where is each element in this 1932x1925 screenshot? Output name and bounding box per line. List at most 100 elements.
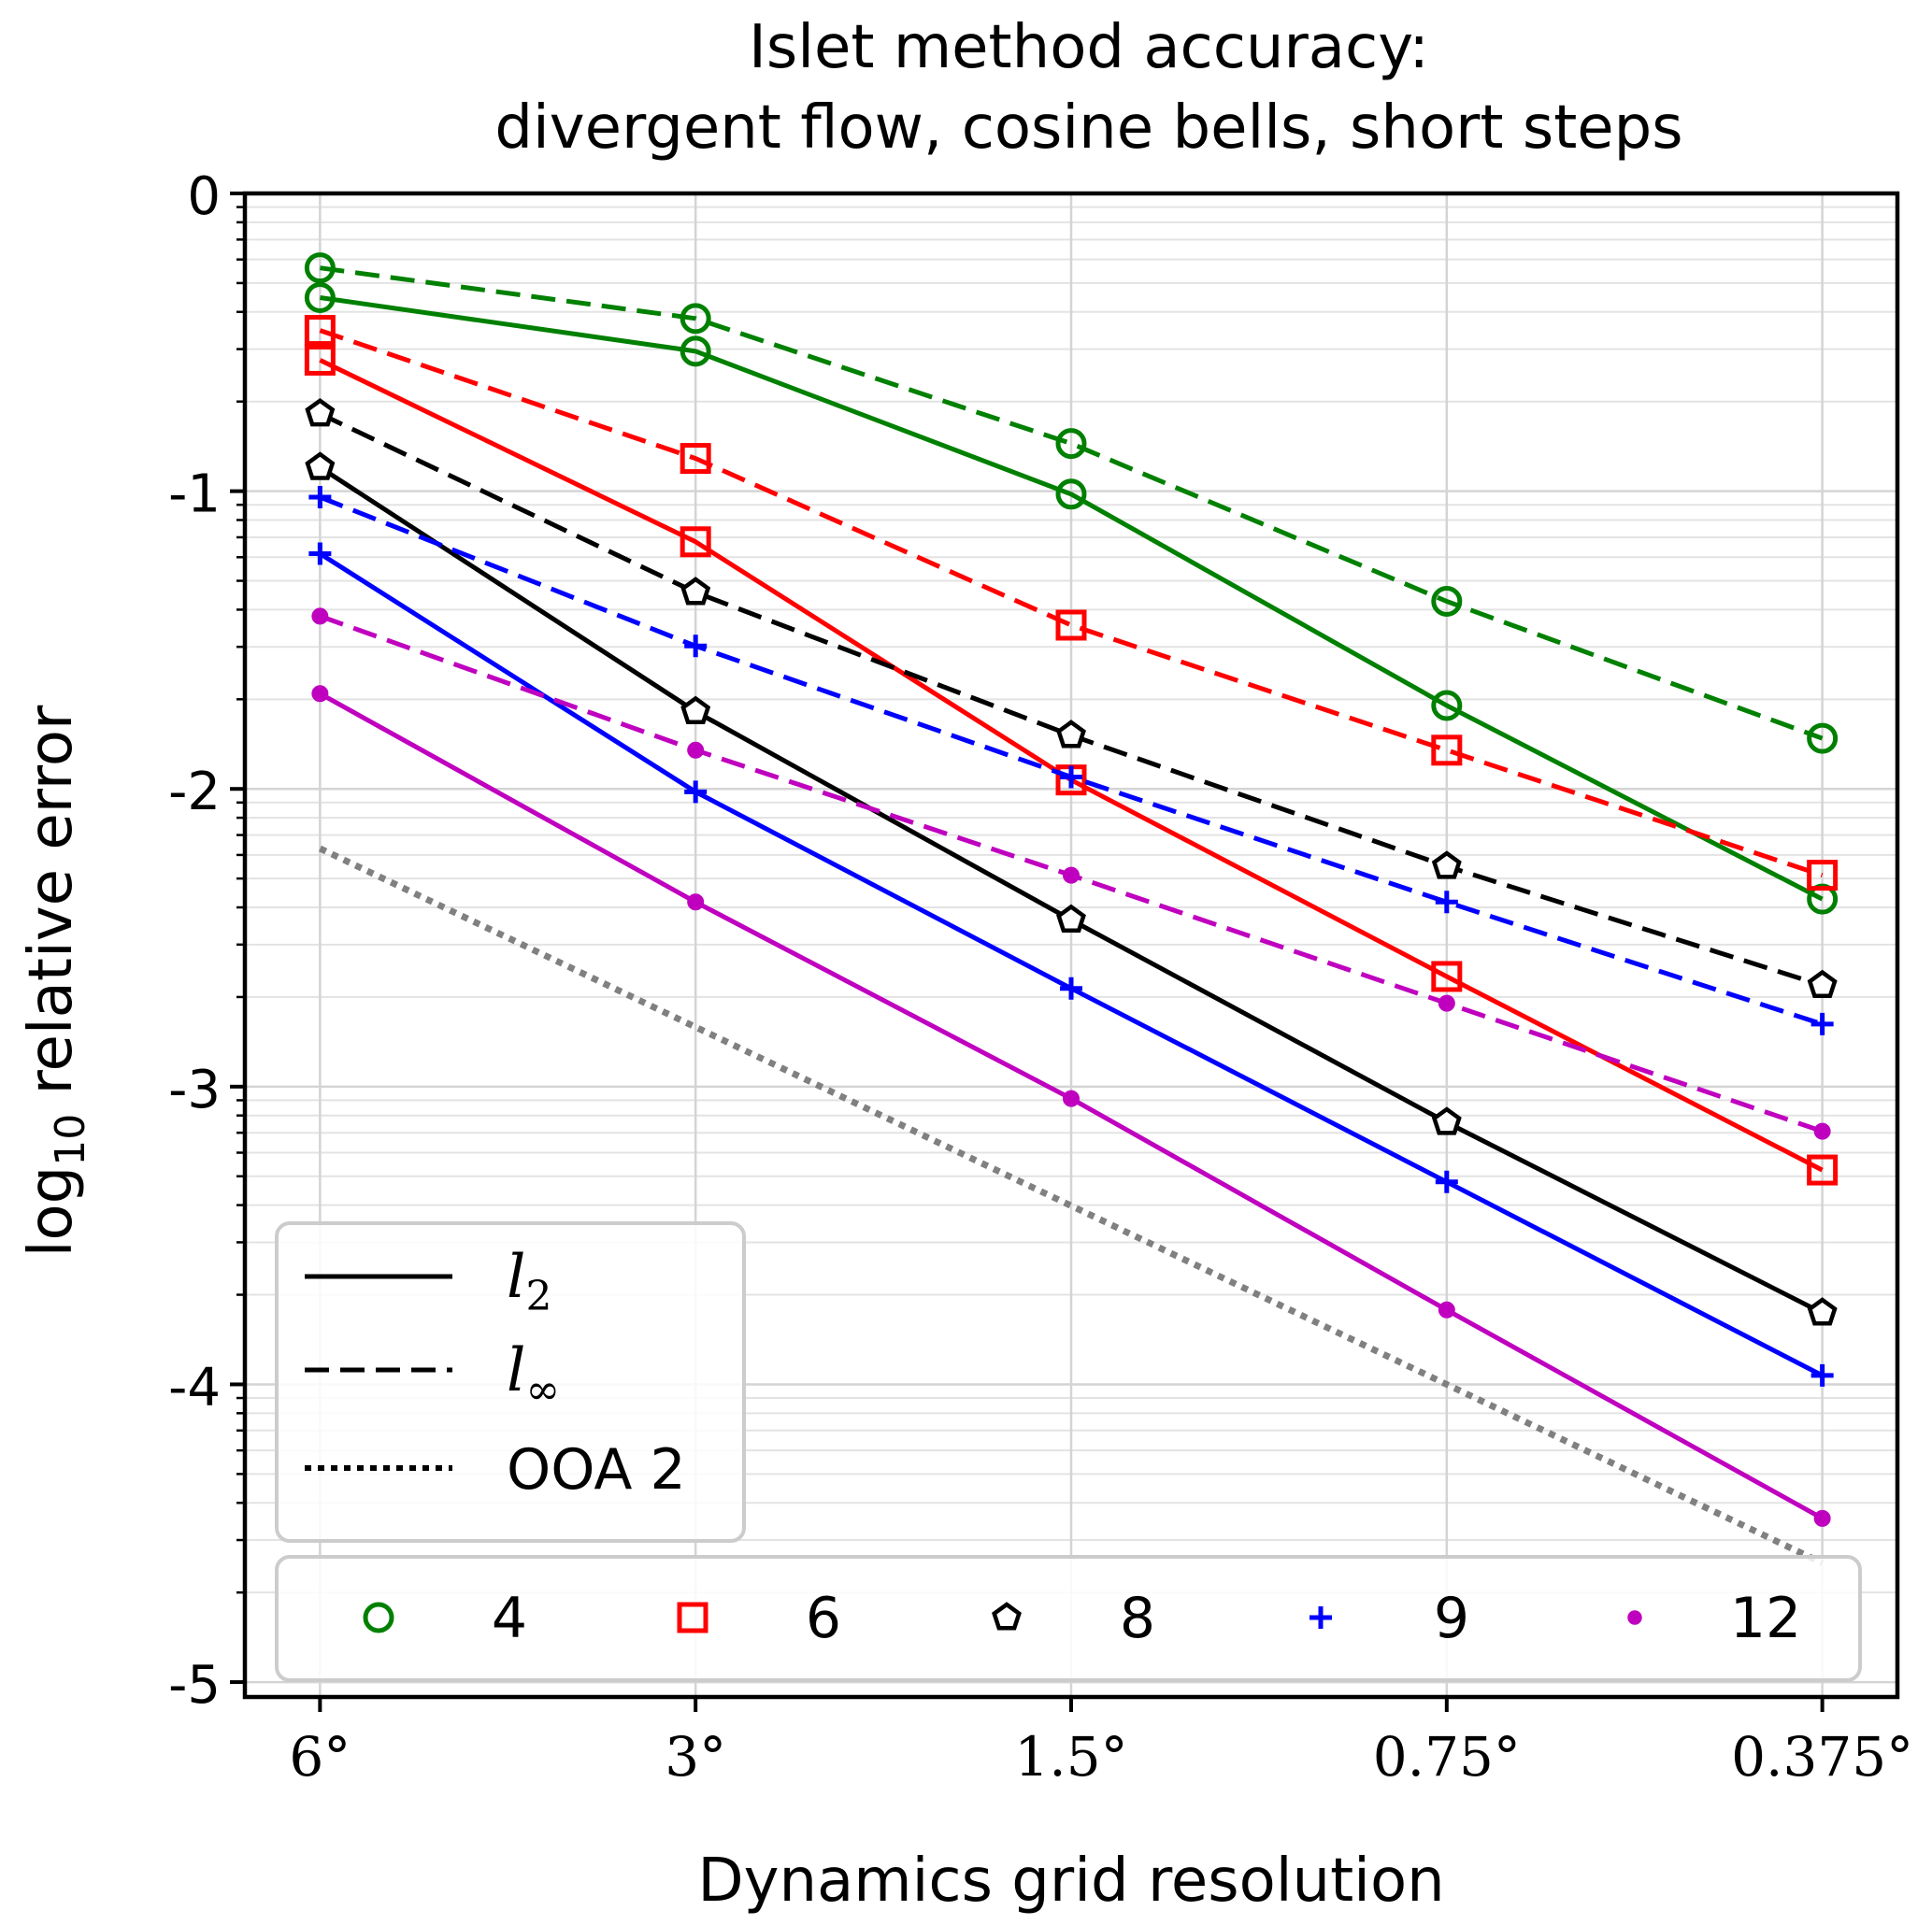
legend-color-marker-4 (363, 1602, 394, 1633)
series-8-linf-point-3 (1431, 850, 1462, 879)
y-tick-label: -4 (168, 1357, 221, 1418)
series-12-linf (311, 607, 1831, 1140)
series-9-l2-point-4 (1810, 1363, 1834, 1387)
grid (245, 192, 1897, 1697)
series-12-l2-point-1 (687, 893, 705, 911)
legend-style-label-dashed: l∞ (507, 1336, 560, 1414)
series-4-l2-point-1 (680, 335, 711, 367)
series-9-linf-point-2 (1060, 765, 1082, 789)
series-4-linf-point-0 (304, 252, 336, 284)
series-12-linf-point-3 (1438, 994, 1455, 1012)
series-9-linf (308, 485, 1834, 1035)
series-12-linf-point-4 (1813, 1122, 1831, 1140)
legend-style-label-dashed-main: l (507, 1336, 525, 1405)
legend-color-marker-8 (992, 1602, 1022, 1631)
series-6-linf-line (319, 328, 1824, 877)
series-12-linf-point-1 (687, 741, 705, 759)
series-4-linf (304, 252, 1839, 754)
series-9-linf-point-1 (684, 635, 708, 658)
series-6-linf (304, 315, 1839, 891)
x-tick-label: 1.5° (1014, 1725, 1127, 1789)
series-4-linf-line (320, 265, 1824, 741)
series-9-linf-point-4 (1810, 1012, 1834, 1035)
series-8-linf-point-4 (1807, 969, 1838, 999)
axes: 0 -1 -2 -3 -4 -5 6° 3° 1.5° 0.75° 0.375° (168, 166, 1913, 1789)
series-9-l2-point-2 (1060, 977, 1082, 1000)
series-8-l2-point-0 (305, 451, 336, 480)
legend-style-label-solid-main: l (507, 1243, 525, 1312)
series-6-linf-point-2 (1055, 609, 1087, 641)
series-4-l2-point-3 (1431, 690, 1463, 721)
series-6-linf-point-4 (1807, 860, 1839, 891)
series-8-l2-point-3 (1431, 1106, 1462, 1135)
series-4-linf-point-4 (1807, 722, 1839, 754)
series-4-linf-point-2 (1055, 428, 1087, 460)
series-8-l2-point-4 (1807, 1297, 1838, 1326)
chart-title-line-1: Islet method accuracy: (749, 13, 1429, 82)
series-9-linf-point-0 (308, 485, 332, 508)
series-4-l2 (304, 282, 1839, 915)
series-6-linf-point-1 (680, 443, 711, 475)
legend-color-marker-12 (1627, 1610, 1642, 1625)
legend-colors-box (275, 1555, 1862, 1682)
series-4-l2-point-0 (304, 282, 336, 314)
y-axis-label: log10 relative error (17, 705, 94, 1257)
legend-color-label-8: 8 (1120, 1586, 1155, 1651)
series-12-linf-point-2 (1063, 866, 1080, 884)
series-12-l2-point-2 (1063, 1090, 1080, 1107)
legend-style-label-dotted: OOA 2 (507, 1437, 686, 1503)
series-6-l2-point-1 (680, 526, 711, 558)
series-4-linf-point-3 (1431, 586, 1463, 618)
series-9-l2-point-0 (308, 542, 332, 565)
y-axis-label-rest: relative error (17, 705, 86, 1114)
series-12-l2-point-0 (311, 685, 329, 703)
series-8-linf-point-2 (1056, 720, 1086, 749)
legend-style-label-solid-subscript: 2 (525, 1273, 551, 1320)
series-layer (304, 252, 1839, 1566)
series-8-l2-point-2 (1056, 904, 1086, 933)
y-tick-label: -3 (168, 1060, 221, 1120)
series-8-l2 (305, 451, 1838, 1326)
series-6-linf-point-0 (304, 315, 336, 347)
legend-color-label-6: 6 (806, 1586, 841, 1651)
legend-style-label-dashed-subscript: ∞ (525, 1366, 560, 1414)
series-4-l2-line (320, 295, 1824, 902)
legend-style-label-solid: l2 (507, 1243, 551, 1320)
series-6-l2-point-4 (1807, 1154, 1839, 1186)
legend-styles-box (275, 1221, 746, 1543)
series-4-l2-point-4 (1807, 883, 1839, 915)
y-tick-label: -1 (168, 464, 221, 525)
series-9-linf-point-3 (1435, 891, 1458, 914)
series-6-l2-point-0 (304, 344, 336, 376)
y-tick-label: -5 (168, 1655, 221, 1716)
series-4-linf-point-1 (680, 303, 711, 335)
series-8-linf-point-0 (305, 398, 336, 427)
legend-color-marker-9 (1309, 1606, 1332, 1629)
series-8-linf-point-1 (680, 577, 711, 606)
series-9-l2 (308, 542, 1834, 1387)
series-12-linf-point-0 (311, 607, 329, 625)
series-4-l2-point-2 (1055, 478, 1087, 510)
series-6-l2-point-3 (1431, 961, 1463, 992)
legend-color-label-4: 4 (492, 1586, 527, 1651)
series-6-linf-point-3 (1431, 734, 1463, 766)
chart-title-line-2: divergent flow, cosine bells, short step… (494, 93, 1682, 163)
series-12-l2-point-3 (1438, 1301, 1455, 1319)
series-8-linf (305, 398, 1838, 999)
y-axis-label-subscript: 10 (47, 1114, 94, 1166)
legend-series-colors: 4 6 8 9 12 (275, 1555, 1862, 1682)
ooa2-reference-line (318, 845, 1825, 1566)
x-tick-label: 3° (665, 1725, 726, 1789)
legend-color-marker-6 (677, 1602, 708, 1633)
series-8-l2-point-1 (680, 695, 711, 724)
x-axis-label: Dynamics grid resolution (697, 1847, 1444, 1916)
legend-line-styles: l2l∞OOA 2 (275, 1221, 746, 1543)
y-axis-label-log: log (17, 1166, 86, 1258)
series-12-l2-point-4 (1813, 1509, 1831, 1527)
y-tick-label: -2 (168, 762, 221, 822)
legend-color-label-12: 12 (1730, 1586, 1801, 1651)
x-tick-label: 0.75° (1373, 1725, 1521, 1789)
series-9-l2-point-1 (684, 780, 708, 804)
x-tick-label: 6° (289, 1725, 351, 1789)
